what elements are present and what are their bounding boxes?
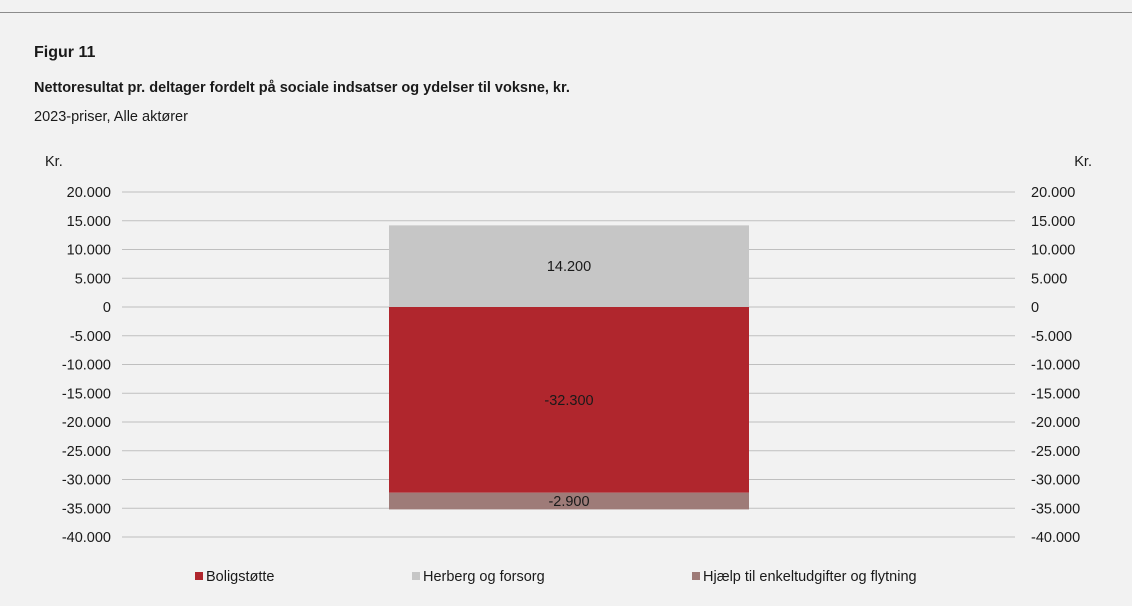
legend-swatch	[195, 572, 203, 580]
y-tick-label-left: 15.000	[67, 214, 111, 230]
y-tick-label-right: -25.000	[1031, 444, 1080, 460]
data-label: -2.900	[548, 494, 589, 510]
y-tick-label-right: 5.000	[1031, 271, 1067, 287]
y-tick-label-left: -5.000	[70, 329, 111, 345]
y-tick-label-right: -5.000	[1031, 329, 1072, 345]
y-tick-label-left: -15.000	[62, 386, 111, 402]
y-tick-label-left: 0	[103, 300, 111, 316]
axes: 20.000 20.000 15.000 15.000 10.000 10.000 5.00…	[45, 154, 1092, 546]
data-label: 14.200	[547, 259, 591, 275]
y-tick-label-left: -25.000	[62, 444, 111, 460]
figure-subtitle: 2023-priser, Alle aktører	[34, 109, 188, 125]
data-label: -32.300	[544, 393, 593, 409]
figure-title: Nettoresultat pr. deltager fordelt på so…	[34, 80, 570, 96]
y-tick-label-left: -20.000	[62, 415, 111, 431]
legend-label: Herberg og forsorg	[423, 569, 545, 585]
legend-swatch	[412, 572, 420, 580]
y-tick-label-left: 20.000	[67, 185, 111, 201]
y-tick-label-right: -20.000	[1031, 415, 1080, 431]
y-tick-label-right: -10.000	[1031, 358, 1080, 374]
legend-label: Boligstøtte	[206, 569, 275, 585]
legend-label: Hjælp til enkeltudgifter og flytning	[703, 569, 917, 585]
y-tick-label-right: 0	[1031, 300, 1039, 316]
y-tick-label-right: -30.000	[1031, 473, 1080, 489]
y-axis-label-left: Kr.	[45, 154, 63, 170]
legend: Boligstøtte Herberg og forsorg Hjælp til e…	[195, 569, 917, 585]
bar-segment	[389, 225, 749, 307]
bars: -32.300 14.200 -2.900	[389, 225, 749, 510]
bar-segment	[389, 492, 749, 510]
y-axis-label-right: Kr.	[1074, 154, 1092, 170]
y-tick-label-right: 15.000	[1031, 214, 1075, 230]
y-tick-label-right: 20.000	[1031, 185, 1075, 201]
bar-segment	[389, 307, 749, 493]
y-tick-label-right: -35.000	[1031, 501, 1080, 517]
top-rule	[0, 12, 1132, 13]
y-tick-label-left: -35.000	[62, 501, 111, 517]
y-tick-label-right: -15.000	[1031, 386, 1080, 402]
y-tick-label-left: -40.000	[62, 530, 111, 546]
y-tick-label-right: -40.000	[1031, 530, 1080, 546]
y-tick-label-left: 10.000	[67, 243, 111, 259]
y-tick-label-left: -30.000	[62, 473, 111, 489]
figure-label: Figur 11	[34, 44, 96, 61]
y-tick-label-left: -10.000	[62, 358, 111, 374]
y-tick-label-left: 5.000	[75, 271, 111, 287]
y-tick-label-right: 10.000	[1031, 243, 1075, 259]
legend-swatch	[692, 572, 700, 580]
